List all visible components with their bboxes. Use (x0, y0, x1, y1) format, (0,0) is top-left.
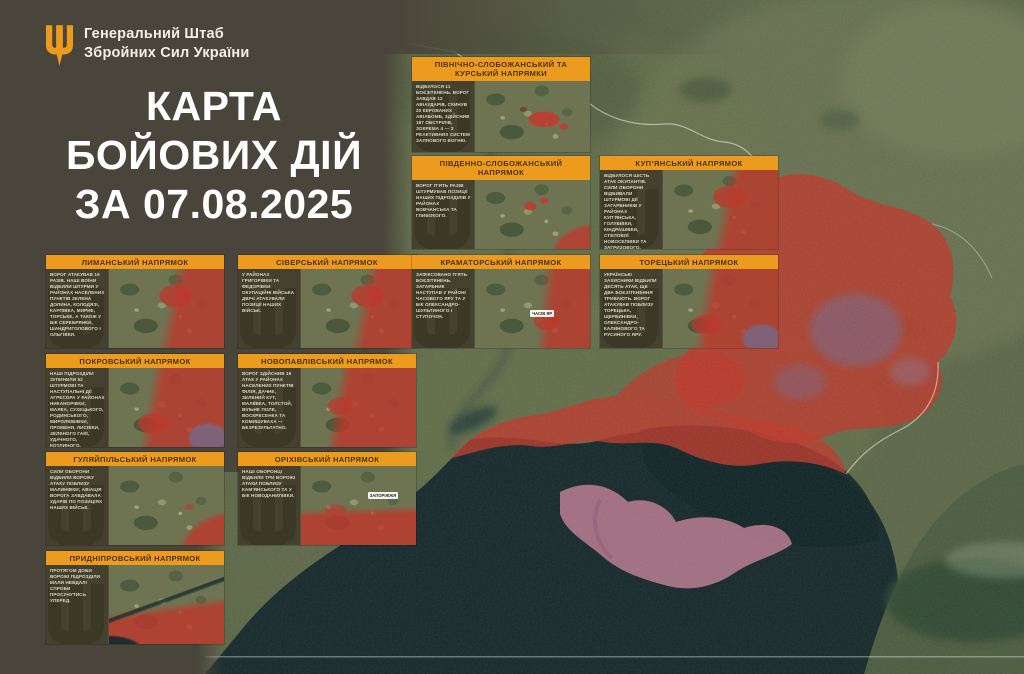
panel-lymanskyi: ЛИМАНСЬКИЙ НАПРЯМОК Ворог атакував 16 ра… (46, 255, 224, 348)
panel-minimap: ЧАСІВ ЯР (474, 269, 590, 348)
panel-minimap (108, 466, 224, 545)
panel-title: КУПʼЯНСЬКИЙ НАПРЯМОК (600, 156, 778, 171)
panel-pivnichno-slobozhanskyi: ПІВНІЧНО-СЛОБОЖАНСЬКИЙ ТА КУРСЬКИЙ НАПРЯ… (412, 57, 590, 152)
panel-minimap (108, 565, 224, 644)
panel-minimap (108, 368, 224, 447)
panel-title: ОРІХІВСЬКИЙ НАПРЯМОК (238, 452, 416, 467)
panel-title: ПІВДЕННО-СЛОБОЖАНСЬКИЙ НАПРЯМОК (412, 156, 590, 180)
general-staff-logo: Генеральний Штаб Збройних Сил України (46, 25, 249, 67)
panel-minimap (300, 368, 416, 447)
panel-minimap (474, 179, 590, 249)
org-name: Генеральний Штаб Збройних Сил України (84, 25, 249, 63)
panel-pokrovskyi: ПОКРОВСЬКИЙ НАПРЯМОК Наші підрозділи зуп… (46, 354, 224, 447)
panel-summary: Наші підрозділи зупинили 52 штурмові та … (50, 371, 105, 447)
panel-title: НОВОПАВЛІВСЬКИЙ НАПРЯМОК (238, 354, 416, 369)
panel-summary: Відбулося шість атак окупантів. Сили обо… (604, 173, 650, 249)
org-name-line1: Генеральний Штаб (84, 26, 224, 42)
panel-summary: У районах Григорівки та Федорівки окупац… (242, 272, 295, 314)
panel-summary: Протягом доби ворожі підрозділи мали нев… (50, 568, 101, 604)
title-line2: БОЙОВИХ ДІЙ (65, 132, 363, 179)
panel-summary: Українські захисники відбили десять атак… (604, 272, 657, 338)
panel-minimap (662, 269, 778, 348)
minimap-city-label: ЗАПОРІЖЖЯ (367, 491, 399, 499)
panel-minimap (108, 269, 224, 348)
panel-kramatorskyi: КРАМАТОРСЬКИЙ НАПРЯМОК Зафіксовано пʼять… (412, 255, 590, 348)
panel-minimap (662, 170, 778, 249)
panel-siverskyi: СІВЕРСЬКИЙ НАПРЯМОК У районах Григорівки… (238, 255, 416, 348)
minimap-city-label: ЧАСІВ ЯР (530, 310, 555, 318)
panel-prydniprovskyi: ПРИДНІПРОВСЬКИЙ НАПРЯМОК Протягом доби в… (46, 551, 224, 644)
panel-title: ЛИМАНСЬКИЙ НАПРЯМОК (46, 255, 224, 270)
panel-minimap (300, 269, 416, 348)
panel-title: КРАМАТОРСЬКИЙ НАПРЯМОК (412, 255, 590, 270)
panel-summary: Наші оборонці відбили три ворожі атаки п… (242, 469, 296, 499)
panel-title: ПРИДНІПРОВСЬКИЙ НАПРЯМОК (46, 551, 224, 566)
panel-title: ПОКРОВСЬКИЙ НАПРЯМОК (46, 354, 224, 369)
panel-summary: Ворог пʼять разів штурмував позиції наши… (416, 182, 471, 218)
panel-title: ГУЛЯЙПІЛЬСЬКИЙ НАПРЯМОК (46, 452, 224, 467)
panel-title: СІВЕРСЬКИЙ НАПРЯМОК (238, 255, 416, 270)
panel-summary: Ворог атакував 16 разів. Наші воїни відб… (50, 272, 105, 338)
title-line3: ЗА 07.08.2025 (74, 181, 354, 228)
panel-pivdenno-slobozhanskyi: ПІВДЕННО-СЛОБОЖАНСЬКИЙ НАПРЯМОК Ворог пʼ… (412, 156, 590, 249)
panel-summary: Ворог здійснив 19 атак у районах населен… (242, 371, 294, 431)
title-line1: КАРТА (145, 83, 282, 129)
panel-novopavlivskyi: НОВОПАВЛІВСЬКИЙ НАПРЯМОК Ворог здійснив … (238, 354, 416, 447)
trident-icon (46, 25, 73, 67)
panel-huliaipilskyi: ГУЛЯЙПІЛЬСЬКИЙ НАПРЯМОК Сили оборони від… (46, 452, 224, 545)
org-name-line2: Збройних Сил України (84, 44, 250, 61)
panel-minimap (474, 80, 590, 152)
panel-minimap: ЗАПОРІЖЖЯ (300, 466, 416, 545)
panel-orikhivskyi: ОРІХІВСЬКИЙ НАПРЯМОК Наші оборонці відби… (238, 452, 416, 545)
panel-toretskyi: ТОРЕЦЬКИЙ НАПРЯМОК Українські захисники … (600, 255, 778, 348)
panel-title: ТОРЕЦЬКИЙ НАПРЯМОК (600, 255, 778, 270)
page-title: КАРТА БОЙОВИХ ДІЙ ЗА 07.08.2025 (28, 82, 400, 230)
panel-summary: Відбулося 11 боєзіткнень. Ворог завдав 1… (416, 83, 470, 143)
panel-kupyanskyi: КУПʼЯНСЬКИЙ НАПРЯМОК Відбулося шість ата… (600, 156, 778, 249)
panel-title: ПІВНІЧНО-СЛОБОЖАНСЬКИЙ ТА КУРСЬКИЙ НАПРЯ… (412, 57, 590, 81)
panel-summary: Сили оборони відбили ворожу атаку поблиз… (50, 469, 103, 511)
panel-summary: Зафіксовано пʼять боєзіткнень. Загарбник… (416, 272, 468, 320)
